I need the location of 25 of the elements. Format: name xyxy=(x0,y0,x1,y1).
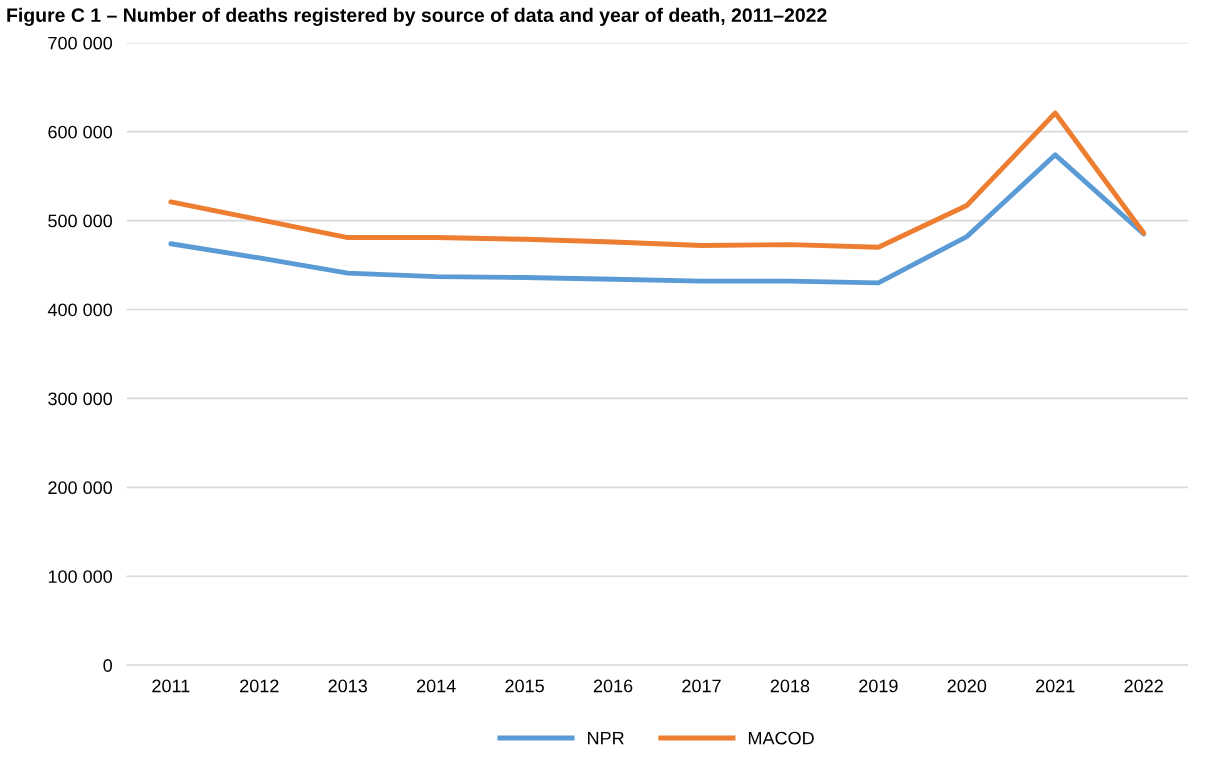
x-tick-label: 2022 xyxy=(1124,679,1163,693)
line-series xyxy=(168,152,1147,286)
x-tick-label: 2021 xyxy=(1036,679,1075,693)
x-tick-label: 2012 xyxy=(240,679,279,693)
x-tick-label: 2016 xyxy=(593,679,633,693)
x-tick-label: 2020 xyxy=(947,679,987,693)
y-tick-label: 100 000 xyxy=(48,570,113,583)
x-tick-label: 2014 xyxy=(417,679,456,693)
legend-label: MACOD xyxy=(748,731,814,745)
x-tick-label: 2018 xyxy=(770,679,810,693)
x-tick-label: 2019 xyxy=(859,679,898,693)
y-tick-label: 500 000 xyxy=(48,214,113,228)
chart-title: Figure C 1 – Number of deaths registered by source of data and year of death, 2011–2022 xyxy=(7,7,827,26)
x-tick-label: 2011 xyxy=(152,679,190,693)
y-tick-label: 700 000 xyxy=(48,36,113,50)
x-tick-label: 2013 xyxy=(328,679,368,693)
y-tick-label: 600 000 xyxy=(48,125,113,139)
legend-label: NPR xyxy=(588,731,624,745)
line-series xyxy=(168,110,1147,250)
x-tick-label: 2015 xyxy=(505,679,544,693)
y-tick-label: 0 xyxy=(103,659,113,672)
y-tick-label: 400 000 xyxy=(47,303,113,317)
y-tick-label: 200 000 xyxy=(48,481,113,495)
y-tick-label: 300 000 xyxy=(48,392,113,406)
x-tick-label: 2017 xyxy=(682,679,721,693)
